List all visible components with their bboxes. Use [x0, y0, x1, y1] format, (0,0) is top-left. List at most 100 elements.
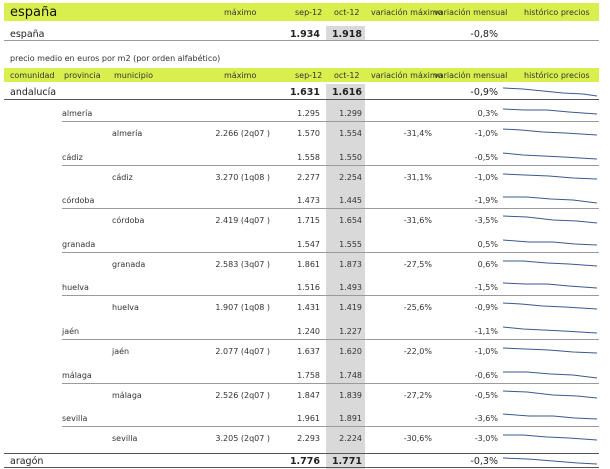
- header-municipio: municipio: [114, 71, 153, 80]
- municipio-sparkline: [503, 215, 597, 224]
- municipio-maximo: 2.266 (2q07 ): [215, 129, 270, 138]
- municipio-var-max: -25,6%: [403, 303, 432, 312]
- header-var-max-2: variación máximo: [371, 71, 443, 80]
- province-sep-value: 1.961: [297, 414, 320, 423]
- province-oct-value: 1.550: [339, 153, 362, 162]
- municipio-name: granada: [112, 260, 146, 269]
- municipio-var-mens: -0,9%: [474, 303, 498, 312]
- spain-oct-value: 1.918: [331, 29, 362, 40]
- municipio-var-mens: -3,5%: [474, 216, 498, 225]
- municipio-var-max: -27,2%: [403, 391, 432, 400]
- province-sparkline: [503, 152, 597, 160]
- municipio-oct-value: 1.419: [339, 303, 362, 312]
- province-oct-value: 1.445: [339, 196, 362, 205]
- province-divider: [62, 121, 599, 122]
- spain-header-bar: [4, 3, 599, 21]
- andalucia-sparkline: [503, 87, 597, 97]
- province-sep-value: 1.295: [297, 109, 320, 118]
- aragon-var-mens: -0,3%: [470, 456, 498, 467]
- province-oct-value: 1.493: [339, 283, 362, 292]
- province-oct-value: 1.299: [339, 109, 362, 118]
- spain-row-name: españa: [10, 29, 45, 40]
- header-provincia: provincia: [64, 71, 101, 80]
- province-divider: [62, 165, 599, 166]
- province-divider: [62, 426, 599, 427]
- municipio-maximo: 3.270 (1q08 ): [215, 173, 270, 182]
- province-sep-value: 1.558: [297, 153, 320, 162]
- province-name: sevilla: [62, 414, 88, 423]
- municipio-maximo: 2.583 (3q07 ): [215, 260, 270, 269]
- province-sep-value: 1.758: [297, 371, 320, 380]
- aragon-sep-value: 1.776: [289, 456, 320, 467]
- header-var-mens-2: variación mensual: [434, 71, 508, 80]
- header-hist: histórico precios: [524, 8, 590, 17]
- province-name: cádiz: [62, 153, 83, 162]
- page-title: españa: [10, 5, 58, 20]
- municipio-sep-value: 2.277: [297, 173, 320, 182]
- header-oct-2: oct-12: [334, 71, 360, 80]
- andalucia-sep-value: 1.631: [289, 87, 320, 98]
- oct-highlight-column: [326, 84, 365, 469]
- municipio-maximo: 1.907 (1q08 ): [215, 303, 270, 312]
- province-name: córdoba: [62, 196, 95, 205]
- andalucia-row-divider: [4, 99, 599, 100]
- province-divider: [62, 295, 599, 296]
- municipio-sep-value: 1.715: [297, 216, 320, 225]
- aragon-oct-value: 1.771: [331, 456, 362, 467]
- municipio-name: sevilla: [112, 434, 138, 443]
- province-oct-value: 1.891: [339, 414, 362, 423]
- province-oct-value: 1.748: [339, 371, 362, 380]
- municipio-sparkline: [503, 347, 597, 354]
- municipio-maximo: 3.205 (2q07 ): [215, 434, 270, 443]
- municipio-name: cádiz: [112, 173, 133, 182]
- municipio-var-mens: -1,0%: [474, 173, 498, 182]
- municipio-sparkline: [503, 434, 597, 441]
- province-var-mens: 0,5%: [477, 240, 498, 249]
- province-oct-value: 1.227: [339, 327, 362, 336]
- header-maximo: máximo: [224, 8, 257, 17]
- municipio-var-mens: -3,0%: [474, 434, 498, 443]
- municipio-sep-value: 1.637: [297, 347, 320, 356]
- spain-row-divider: [4, 40, 599, 41]
- province-name: málaga: [62, 371, 92, 380]
- province-sparkline: [503, 196, 597, 204]
- province-var-mens: -0,6%: [474, 371, 498, 380]
- municipio-var-max: -30,6%: [403, 434, 432, 443]
- municipio-var-max: -31,4%: [403, 129, 432, 138]
- municipio-sep-value: 1.847: [297, 391, 320, 400]
- municipio-oct-value: 1.873: [339, 260, 362, 269]
- table-header-bar: [4, 68, 599, 82]
- municipio-maximo: 2.419 (4q07 ): [215, 216, 270, 225]
- header-var-max: variación máximo: [371, 8, 443, 17]
- andalucia-var-mens: -0,9%: [470, 87, 498, 98]
- municipio-sparkline: [503, 173, 597, 180]
- aragon-bottom-divider: [4, 467, 599, 468]
- header-comunidad: comunidad: [10, 71, 55, 80]
- header-sep-2: sep-12: [295, 71, 323, 80]
- province-var-mens: -0,5%: [474, 153, 498, 162]
- province-sparkline: [503, 108, 597, 115]
- municipio-var-max: -31,6%: [403, 216, 432, 225]
- municipio-name: huelva: [112, 303, 139, 312]
- province-sep-value: 1.240: [297, 327, 320, 336]
- aragon-top-divider: [4, 453, 599, 454]
- municipio-maximo: 2.526 (2q07 ): [215, 391, 270, 400]
- municipio-oct-value: 1.654: [339, 216, 362, 225]
- province-divider: [62, 339, 599, 340]
- province-sparkline: [503, 413, 597, 420]
- province-name: granada: [62, 240, 96, 249]
- province-oct-value: 1.555: [339, 240, 362, 249]
- municipio-sep-value: 1.431: [297, 303, 320, 312]
- province-name: almería: [62, 109, 93, 118]
- header-maximo-2: máximo: [224, 71, 257, 80]
- municipio-oct-value: 1.554: [339, 129, 362, 138]
- municipio-var-mens: -0,5%: [474, 391, 498, 400]
- header-var-mens: variación mensual: [434, 8, 508, 17]
- spain-sep-value: 1.934: [289, 29, 320, 40]
- municipio-var-max: -31,1%: [403, 173, 432, 182]
- municipio-oct-value: 1.839: [339, 391, 362, 400]
- municipio-sparkline: [503, 302, 597, 310]
- aragon-sparkline: [503, 457, 597, 465]
- municipio-sparkline: [503, 390, 597, 399]
- province-name: jaén: [62, 327, 80, 336]
